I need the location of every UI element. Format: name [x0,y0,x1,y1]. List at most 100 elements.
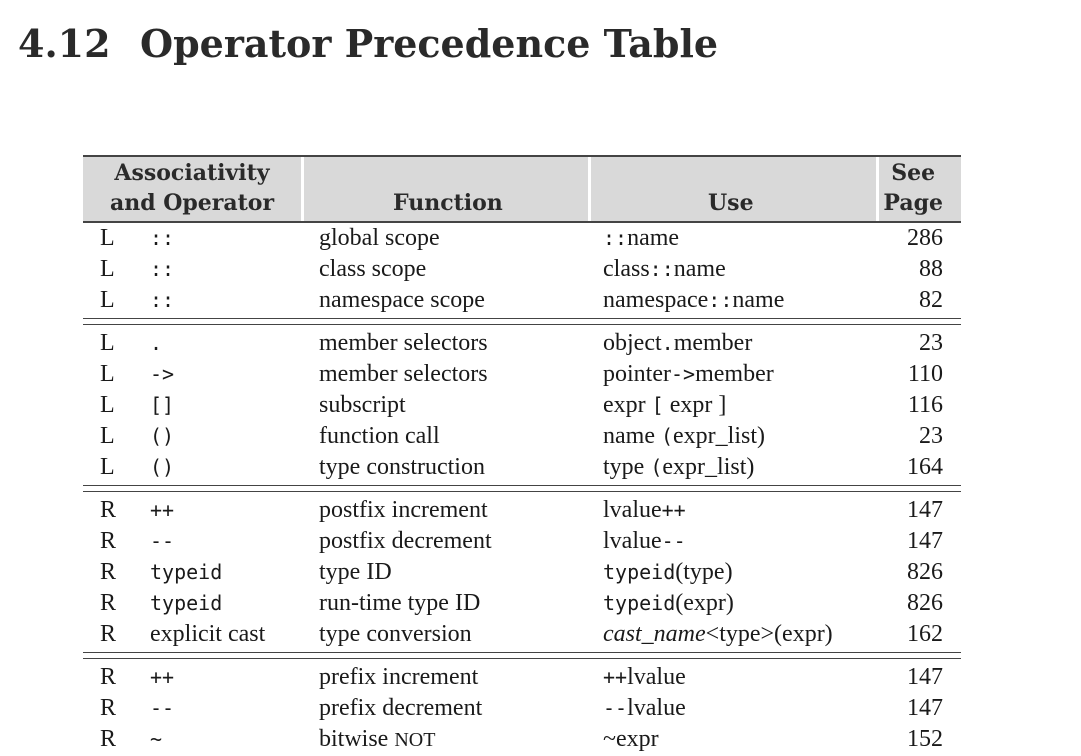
function: function call [319,423,440,449]
associativity: R [100,590,117,616]
associativity: L [100,287,115,313]
function: global scope [319,225,440,251]
table-row: R explicit cast type conversion cast_nam… [83,619,961,650]
operator: :: [150,257,175,281]
operator: () [150,455,175,479]
operator: -- [150,529,175,553]
see-page: 110 [907,361,943,387]
function: prefix increment [319,664,479,690]
header-see-page: See Page [883,160,943,216]
associativity: L [100,423,115,449]
see-page: 147 [907,664,943,690]
header-associativity: Associativity and Operator [109,160,275,216]
operator: :: [150,226,175,250]
operator: ++ [150,665,175,689]
see-page: 23 [919,423,943,449]
use: pointer->member [603,361,774,387]
table-row: L . member selectors object.member 23 [83,328,961,359]
associativity: R [100,497,117,523]
group-divider [83,652,961,659]
use: typeid(expr) [603,590,734,616]
associativity: L [100,454,115,480]
function: member selectors [319,361,488,387]
operator: explicit cast [150,621,266,647]
function: postfix decrement [319,528,492,554]
table-row: R -- prefix decrement --lvalue 147 [83,693,961,724]
use: class::name [603,256,726,282]
operator: [] [150,393,175,417]
see-page: 116 [907,392,943,418]
associativity: L [100,330,115,356]
use: name (expr_list) [603,423,766,449]
associativity: R [100,695,117,721]
table-row: L :: class scope class::name 88 [83,254,961,285]
see-page: 152 [907,726,943,752]
function: prefix decrement [319,695,483,721]
table-row: L [] subscript expr [ expr ] 116 [83,390,961,421]
operator: :: [150,288,175,312]
function: type conversion [319,621,472,647]
table-row: L () function call name (expr_list) 23 [83,421,961,452]
use: typeid(type) [603,559,733,585]
table-header: Associativity and Operator Function Use … [83,155,961,223]
function: class scope [319,256,427,282]
associativity: R [100,726,117,752]
table-row: L -> member selectors pointer->member 11… [83,359,961,390]
associativity: R [100,559,117,585]
use: type (expr_list) [603,454,755,480]
use: object.member [603,330,753,356]
table-row: R typeid run-time type ID typeid(expr) 8… [83,588,961,619]
use: ~expr [603,726,659,752]
see-page: 164 [907,454,943,480]
operator: . [150,331,163,355]
group-divider [83,318,961,325]
operator: ~ [150,727,163,751]
table-row: R ++ prefix increment ++lvalue 147 [83,662,961,693]
function: subscript [319,392,406,418]
see-page: 23 [919,330,943,356]
see-page: 88 [919,256,943,282]
use: --lvalue [603,695,686,721]
use: cast_name<type>(expr) [603,621,833,647]
group-divider [83,485,961,492]
operator: -- [150,696,175,720]
section-number: 4.12 [18,21,111,66]
associativity: L [100,256,115,282]
see-page: 147 [907,497,943,523]
associativity: R [100,664,117,690]
function: run-time type ID [319,590,481,616]
associativity: R [100,528,117,554]
table-row: L :: namespace scope namespace::name 82 [83,285,961,316]
associativity: L [100,392,115,418]
use: lvalue-- [603,528,686,554]
section-title: Operator Precedence Table [140,21,719,66]
function: postfix increment [319,497,488,523]
associativity: L [100,225,115,251]
see-page: 826 [907,559,943,585]
see-page: 826 [907,590,943,616]
use: ::name [603,225,680,251]
function: namespace scope [319,287,485,313]
table-row: R ~ bitwise NOT ~expr 152 [83,724,961,755]
see-page: 147 [907,695,943,721]
see-page: 286 [907,225,943,251]
header-use: Use [708,190,754,216]
operator: typeid [150,591,223,615]
function: bitwise NOT [319,726,436,752]
associativity: L [100,361,115,387]
function: type construction [319,454,485,480]
table-row: L :: global scope ::name 286 [83,223,961,254]
table-row: R ++ postfix increment lvalue++ 147 [83,495,961,526]
table-row: R -- postfix decrement lvalue-- 147 [83,526,961,557]
function: member selectors [319,330,488,356]
header-function: Function [393,190,503,216]
see-page: 147 [907,528,943,554]
see-page: 82 [919,287,943,313]
section-heading: 4.12 Operator Precedence Table [18,16,718,72]
use: ++lvalue [603,664,686,690]
table-row: L () type construction type (expr_list) … [83,452,961,483]
function: type ID [319,559,392,585]
operator: ++ [150,498,175,522]
operator: () [150,424,175,448]
use: lvalue++ [603,497,686,523]
